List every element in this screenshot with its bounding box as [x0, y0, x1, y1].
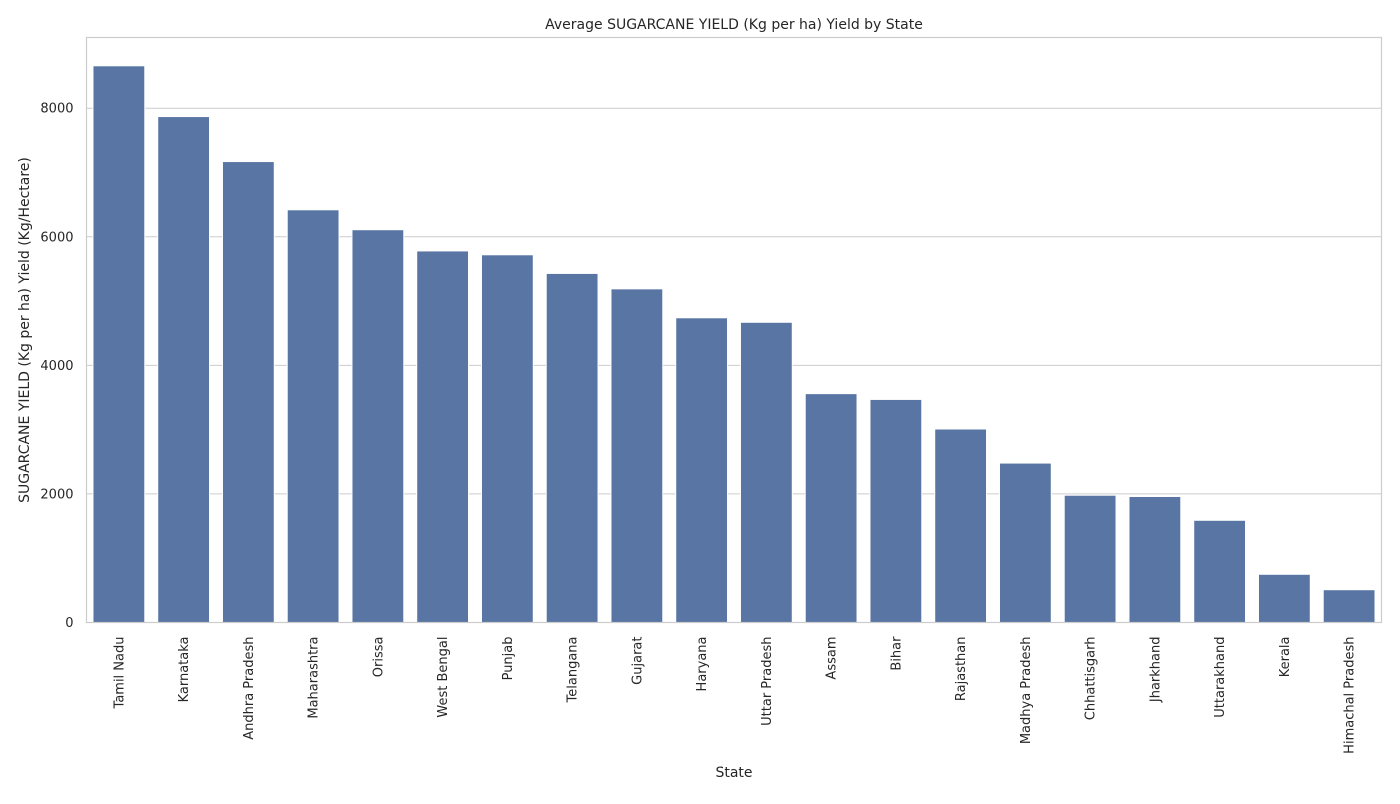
- x-tick-label: Telangana: [566, 637, 581, 704]
- bar: [1257, 573, 1311, 623]
- x-tick-labels: Tamil Nadu Karnataka Andhra Pradesh Maharas…: [112, 636, 1357, 754]
- x-tick-label: Andhra Pradesh: [242, 637, 257, 740]
- bar: [739, 321, 793, 623]
- x-tick-label: Madhya Pradesh: [1019, 637, 1034, 745]
- bars: [92, 65, 1376, 624]
- chart-title: Average SUGARCANE YIELD (Kg per ha) Yiel…: [545, 17, 923, 33]
- x-tick-label: Himachal Pradesh: [1343, 637, 1358, 754]
- x-tick-label: Karnataka: [177, 637, 192, 703]
- bar: [998, 462, 1052, 624]
- x-tick-label: West Bengal: [436, 637, 451, 718]
- bar: [1063, 494, 1117, 624]
- x-tick-label: Rajasthan: [954, 637, 969, 702]
- bar: [480, 254, 534, 624]
- bar: [610, 288, 664, 623]
- bar: [351, 229, 405, 623]
- bar: [934, 428, 988, 623]
- x-tick-label: Uttar Pradesh: [760, 637, 775, 726]
- x-tick-label: Haryana: [695, 637, 710, 692]
- bar: [869, 398, 923, 623]
- bar: [1193, 519, 1247, 623]
- x-tick-label: Uttarakhand: [1213, 637, 1228, 718]
- bar: [675, 317, 729, 623]
- bar: [545, 272, 599, 623]
- y-tick-labels: 0 2000 4000 6000 8000: [40, 102, 73, 631]
- bar: [92, 65, 146, 624]
- grid-lines: [86, 107, 1382, 623]
- x-axis-label: State: [715, 765, 752, 781]
- x-tick-label: Tamil Nadu: [112, 637, 127, 710]
- y-tick-label: 0: [65, 616, 73, 631]
- y-axis-label: SUGARCANE YIELD (Kg per ha) Yield (Kg/He…: [17, 157, 33, 503]
- x-tick-label: Maharashtra: [307, 637, 322, 719]
- bar: [221, 161, 275, 623]
- x-tick-label: Jharkhand: [1148, 637, 1163, 704]
- bar: [1128, 496, 1182, 623]
- bar: [157, 116, 211, 623]
- bar: [286, 209, 340, 624]
- y-tick-label: 4000: [40, 359, 73, 374]
- bar: [804, 393, 858, 623]
- x-tick-label: Kerala: [1278, 637, 1293, 678]
- y-tick-label: 8000: [40, 102, 73, 117]
- x-tick-label: Punjab: [501, 637, 516, 681]
- x-tick-label: Chhattisgarh: [1084, 637, 1099, 721]
- x-tick-label: Orissa: [371, 637, 386, 678]
- x-tick-label: Gujarat: [630, 637, 645, 685]
- x-tick-label: Bihar: [889, 636, 904, 671]
- x-tick-label: Assam: [825, 637, 840, 680]
- y-tick-label: 2000: [40, 487, 73, 502]
- bar: [1322, 589, 1376, 624]
- bar: [416, 250, 470, 624]
- y-tick-label: 6000: [40, 230, 73, 245]
- plot-frame: [85, 36, 1383, 624]
